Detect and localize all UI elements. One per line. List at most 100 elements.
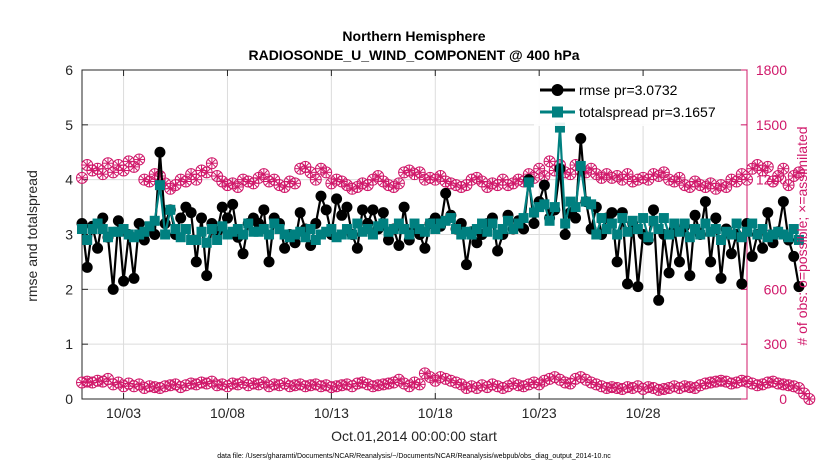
obs-cross-d2 (477, 177, 487, 186)
rmse-point (154, 146, 166, 158)
totalspread-point (513, 218, 524, 229)
obs-cross-d2 (794, 168, 804, 177)
rmse-point (351, 242, 363, 254)
totalspread-point (300, 232, 311, 243)
obs-cross-d2 (763, 162, 772, 172)
obs-cross-d2 (701, 182, 710, 192)
obs-cross-d2 (259, 378, 269, 387)
totalspread-point (326, 224, 337, 235)
totalspread-point (492, 229, 503, 240)
obs-possible-point (117, 164, 130, 177)
totalspread-point (643, 232, 654, 243)
totalspread-point (726, 229, 737, 240)
obs-cross-d2 (134, 380, 144, 389)
totalspread-point (180, 224, 191, 235)
totalspread-point (113, 226, 124, 237)
totalspread-point (352, 218, 363, 229)
totalspread-point (456, 229, 467, 240)
totalspread-point (232, 224, 243, 235)
obs-cross-d2 (509, 179, 518, 188)
rmse-point (216, 201, 228, 213)
totalspread-point (783, 232, 794, 243)
obs-possible-point (392, 177, 405, 190)
obs-cross-d2 (540, 171, 549, 181)
obs-cross-d2 (114, 160, 123, 170)
totalspread-point (518, 213, 529, 224)
rmse-point (227, 198, 239, 210)
rmse-point (684, 270, 696, 282)
obs-cross-d2 (82, 160, 92, 170)
rmse-point (263, 256, 275, 268)
tick-marks: 10/03 10/08 10/13 10/18 10/23 10/28 0 1 2 3 4 5 6 0 30… (65, 62, 787, 421)
y-tick-label-right: 1800 (756, 62, 787, 78)
obs-cross-d2 (779, 164, 788, 173)
totalspread-point (731, 218, 742, 229)
rmse-point (398, 201, 410, 213)
totalspread-point (393, 218, 404, 229)
obs-possible-point (792, 166, 805, 179)
totalspread-point (222, 229, 233, 240)
totalspread-point (679, 218, 690, 229)
obs-possible-point (153, 170, 166, 183)
obs-cross-d2 (290, 179, 300, 188)
totalspread-point (170, 224, 181, 235)
obs-cross-d2 (405, 382, 414, 391)
totalspread-point (399, 224, 410, 235)
obs-possible-point (413, 166, 426, 179)
obs-possible-point (533, 162, 546, 175)
totalspread-point (295, 226, 306, 237)
obs-cross-d2 (623, 169, 632, 179)
totalspread-point (102, 232, 113, 243)
obs-possible-point (782, 179, 795, 192)
totalspread-point (606, 218, 617, 229)
totalspread-point (461, 226, 472, 237)
totalspread-point (373, 221, 384, 232)
totalspread-point (445, 213, 456, 224)
totalspread-point (154, 180, 165, 191)
totalspread-point (716, 234, 727, 245)
obs-possible-point (190, 173, 203, 186)
rmse-point (762, 207, 774, 219)
rmse-point (528, 218, 540, 230)
totalspread-point (674, 226, 685, 237)
obs-possible-point (304, 166, 317, 179)
obs-cross-d2 (207, 377, 217, 386)
obs-cross-d2 (654, 171, 663, 181)
totalspread-point (414, 224, 425, 235)
obs-cross-d2 (670, 177, 679, 186)
obs-cross-d2 (534, 164, 544, 173)
obs-cross-d2 (93, 164, 102, 173)
rmse-point (746, 250, 758, 262)
obs-cross-d2 (483, 182, 492, 192)
totalspread-point (528, 207, 539, 218)
x-tick-label: 10/18 (418, 405, 453, 421)
obs-assimilated-point (413, 378, 426, 391)
obs-assimilated-point (803, 393, 816, 405)
totalspread-point (212, 234, 223, 245)
totalspread-point (471, 224, 482, 235)
chart-subtitle: RADIOSONDE_U_WIND_COMPONENT @ 400 hPa (248, 47, 579, 63)
rmse-point (492, 245, 504, 257)
obs-cross-d2 (379, 177, 388, 186)
rmse-point (471, 237, 483, 249)
rmse-point (611, 256, 623, 268)
y-tick-label-left: 3 (65, 227, 73, 243)
y-axis-label-right: # of obs: o=possible; ×=assimilated (794, 126, 810, 345)
obs-possible-point (673, 171, 686, 184)
rmse-point (632, 281, 644, 293)
obs-cross-d2 (425, 372, 435, 382)
obs-cross-d2 (794, 383, 804, 393)
y-tick-label-left: 2 (65, 281, 73, 297)
totalspread-point (477, 218, 488, 229)
totalspread-point (290, 229, 301, 240)
rmse-point (331, 193, 343, 205)
totalspread-point (430, 224, 441, 235)
totalspread-point (367, 229, 378, 240)
totalspread-point (487, 218, 498, 229)
y-tick-label-left: 1 (65, 336, 73, 352)
obs-cross-d2 (186, 169, 196, 179)
obs-possible-point (257, 168, 270, 181)
rmse-point (341, 201, 353, 213)
totalspread-point (793, 234, 804, 245)
obs-cross-d2 (119, 166, 128, 175)
